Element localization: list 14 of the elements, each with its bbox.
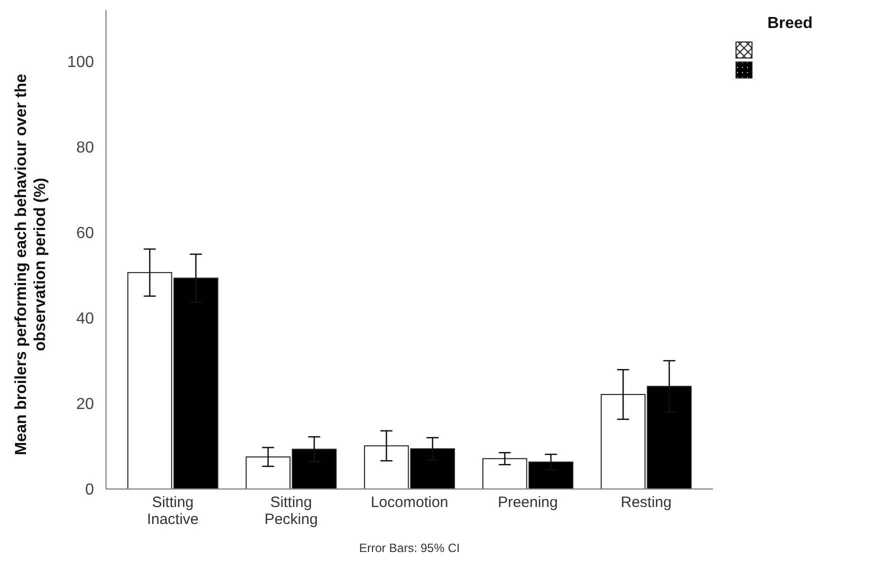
x-tick-label: Preening [498, 494, 558, 511]
y-tick-label: 80 [76, 139, 94, 156]
legend-title: Breed [767, 15, 813, 32]
x-tick-label: Resting [620, 494, 672, 511]
y-tick-label: 60 [76, 224, 94, 242]
x-tick-label: Locomotion [370, 494, 448, 511]
text: Error Bars: 95% CI [359, 541, 460, 555]
y-tick-label: 20 [76, 396, 94, 414]
y-tick-label: 100 [67, 54, 94, 71]
y-tick-label: 0 [85, 482, 94, 499]
y-axis-title: Mean broilers performing each behaviour over the observation period (%) [13, 74, 49, 456]
x-tick-label: Sitting Inactive [146, 494, 199, 528]
x-tick-label: Sitting Pecking [264, 494, 318, 528]
y-tick-label: 40 [76, 310, 94, 328]
